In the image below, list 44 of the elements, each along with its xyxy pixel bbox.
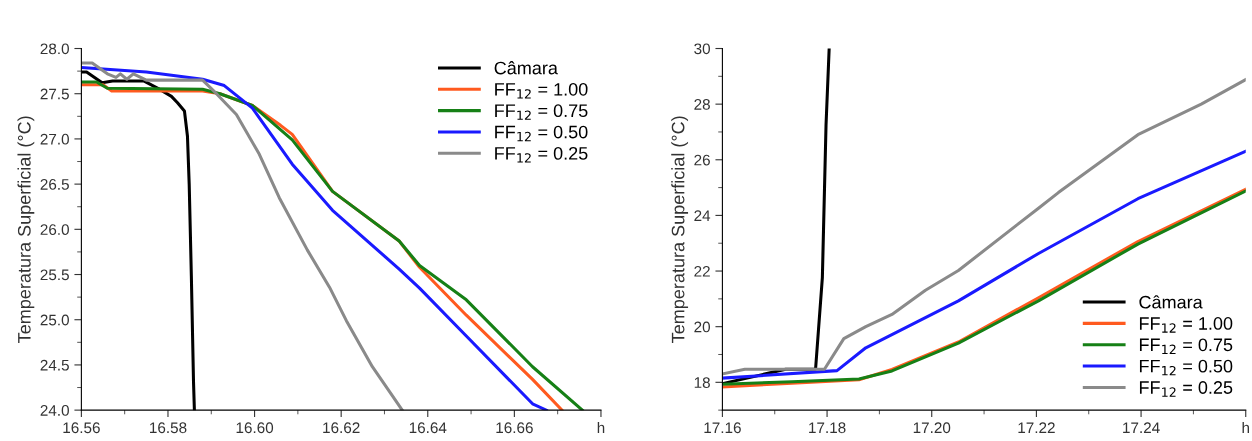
legend-label: FF$_{12}$ = 0.50 [495, 125, 588, 142]
line-series [81, 61, 404, 411]
y-tick-label: 27.0 [40, 133, 69, 145]
x-tick-label: 16.64 [409, 422, 447, 434]
legend-label: FF$_{12}$ = 0.50 [1139, 359, 1233, 376]
legend-label: FF$_{12}$ = 0.75 [1139, 338, 1233, 354]
x-tick-label: 17.20 [913, 422, 951, 434]
x-tick-label: 17.18 [809, 422, 846, 434]
legend-label: Câmara [494, 61, 558, 75]
x-tick-label: 16.60 [236, 422, 274, 434]
x-tick-label: 17.22 [1018, 422, 1055, 434]
y-tick-label: 20 [694, 321, 710, 333]
x-tick-label: 16.66 [496, 422, 533, 434]
y-tick-label: 24.0 [40, 405, 69, 416]
y-tick-label: 24 [694, 210, 711, 221]
y-axis-title: Temperatura Superficial (°C) [671, 116, 689, 343]
legend-label: Câmara [1139, 295, 1203, 309]
y-tick-label: 30 [694, 43, 710, 55]
y-tick-label: 26.0 [40, 224, 69, 236]
line-series [722, 78, 1246, 376]
x-tick-label: h [597, 421, 605, 434]
x-tick-label: 17.16 [704, 422, 741, 434]
y-tick-label: 26.5 [40, 178, 69, 190]
legend-label: FF$_{12}$ = 0.25 [495, 146, 588, 163]
x-tick-label: h [1242, 421, 1249, 434]
y-tick-label: 25.5 [40, 269, 69, 281]
x-tick-label: 16.56 [63, 422, 100, 434]
line-series [722, 149, 1246, 380]
x-tick-label: 16.62 [323, 422, 360, 434]
y-axis-title: Temperatura Superficial (°C) [17, 116, 35, 343]
legend-label: FF$_{12}$ = 0.75 [495, 104, 588, 120]
y-tick-label: 24.5 [40, 359, 69, 371]
y-tick-label: 18 [694, 377, 710, 388]
legend-label: FF$_{12}$ = 1.00 [495, 82, 588, 99]
y-tick-label: 22 [694, 265, 710, 277]
y-tick-label: 28 [694, 99, 710, 110]
x-tick-label: 17.24 [1123, 422, 1160, 434]
x-tick-label: 16.58 [150, 422, 187, 434]
y-tick-label: 28.0 [40, 43, 69, 55]
legend-label: FF$_{12}$ = 1.00 [1139, 317, 1233, 333]
y-tick-label: 25.0 [40, 314, 69, 326]
y-tick-label: 26 [694, 154, 710, 166]
legend-label: FF$_{12}$ = 0.25 [1139, 381, 1233, 397]
y-tick-label: 27.5 [40, 88, 69, 100]
